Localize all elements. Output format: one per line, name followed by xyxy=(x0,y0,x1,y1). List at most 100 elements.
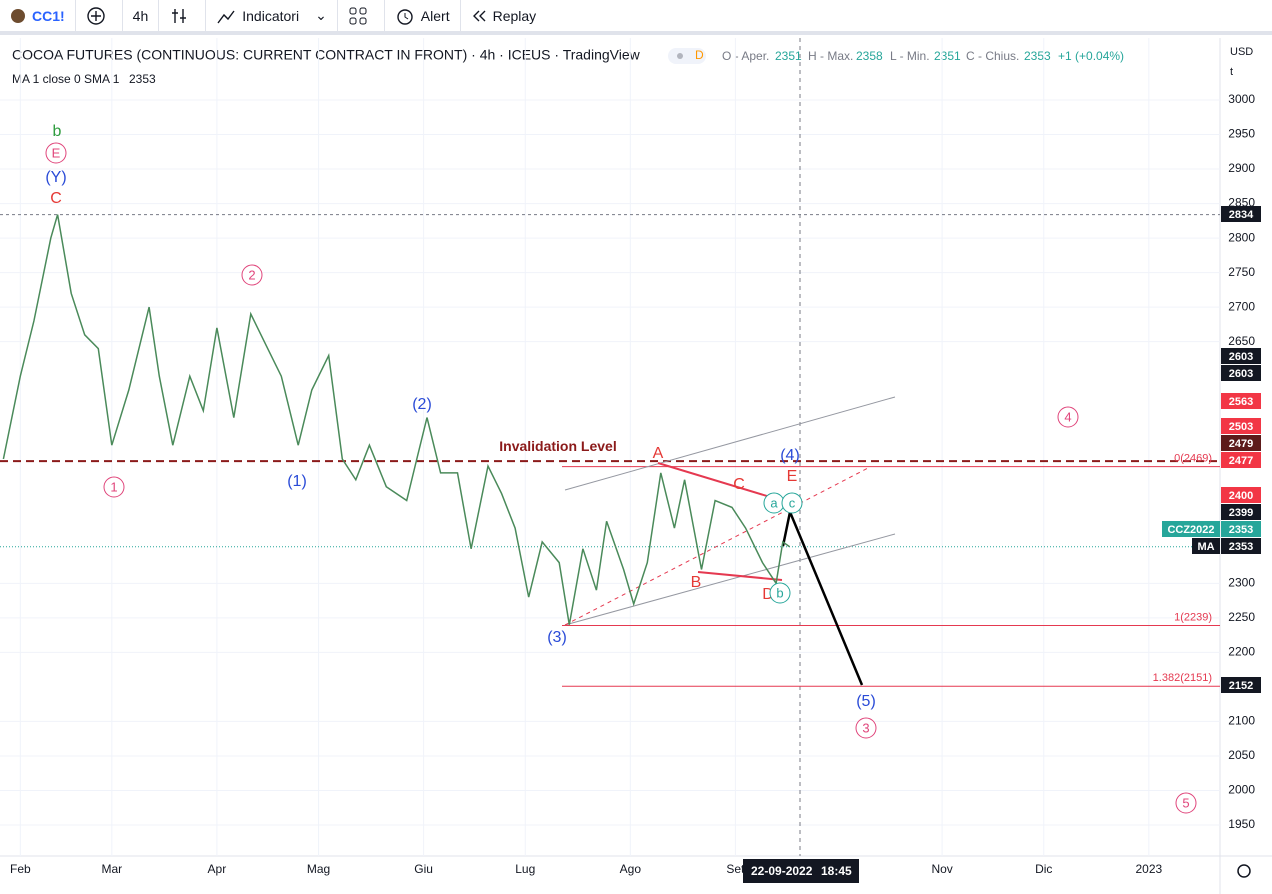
wave-label: 3 xyxy=(862,720,869,735)
settings-icon[interactable] xyxy=(1237,864,1251,878)
ohlc-label: L - Min. xyxy=(890,49,930,63)
x-tick-label: Nov xyxy=(931,862,952,876)
y-tick-label: 3000 xyxy=(1228,92,1255,106)
y-tick-label: 2000 xyxy=(1228,783,1255,797)
fib-label: 0(2469) xyxy=(1174,453,1212,465)
wave-label: (5) xyxy=(856,693,876,710)
x-tick-label: Dic xyxy=(1035,862,1052,876)
price-badge xyxy=(1221,538,1261,554)
wave-circle xyxy=(769,582,791,604)
fib-label: 1(2239) xyxy=(1174,611,1212,623)
price-badge-label: 2503 xyxy=(1229,421,1253,433)
wave-circle xyxy=(781,492,803,514)
price-badge-label: 2477 xyxy=(1229,455,1253,467)
alert-button[interactable]: Alert xyxy=(385,0,461,33)
wave-label: c xyxy=(789,495,796,510)
wave-circle xyxy=(1175,792,1197,814)
y-tick-label: 2800 xyxy=(1228,230,1255,244)
unit: t xyxy=(1230,66,1233,78)
dropdown-arrow: ⌄ xyxy=(315,7,327,23)
ohlc-value: 2351 xyxy=(934,49,961,63)
y-tick-label: 2950 xyxy=(1228,127,1255,141)
wave-label: B xyxy=(691,574,702,591)
x-tick-label: Ago xyxy=(620,862,642,876)
ma-value: 2353 xyxy=(129,72,156,86)
wave-label: (1) xyxy=(287,473,307,490)
y-tick-label: 2750 xyxy=(1228,265,1255,279)
x-tick-label: Lug xyxy=(515,862,535,876)
series-tag xyxy=(1162,521,1220,537)
x-tick-label: Mag xyxy=(307,862,330,876)
wave-circle xyxy=(1057,406,1079,428)
wave-circle xyxy=(855,717,877,739)
y-tick-label: 2300 xyxy=(1228,576,1255,590)
interval-button[interactable]: 4h xyxy=(123,0,160,33)
replay: Replay xyxy=(492,7,537,24)
replay-icon xyxy=(472,10,486,21)
price-badge-label: 2834 xyxy=(1229,209,1254,221)
symbol: CC1! xyxy=(32,7,65,24)
price-badge-label: 2603 xyxy=(1229,351,1253,363)
wave-label: (2) xyxy=(412,396,432,413)
indicator-icon xyxy=(217,10,235,23)
status-dot xyxy=(677,53,683,59)
chart: COCOA FUTURES (CONTINUOUS: CURRENT CONTR… xyxy=(0,38,1272,894)
price-badge xyxy=(1221,206,1261,222)
cursor-time: 18:45 xyxy=(821,864,852,878)
wave-label: (3) xyxy=(547,629,567,646)
wave-label: 5 xyxy=(1182,795,1189,810)
layout-button[interactable] xyxy=(338,0,385,33)
price-badge xyxy=(1221,521,1261,537)
x-tick-label: Apr xyxy=(208,862,227,876)
price-badge-label: 2152 xyxy=(1229,680,1253,692)
fib-label: 1.382(2151) xyxy=(1153,672,1212,684)
x-tick-label: 2023 xyxy=(1135,862,1162,876)
y-tick-label: 2650 xyxy=(1228,334,1255,348)
wave-label: 1 xyxy=(110,479,117,494)
price-badge-label: 2353 xyxy=(1229,524,1253,536)
price-badge-label: 2400 xyxy=(1229,490,1253,502)
channel-line xyxy=(564,466,871,626)
price-badge-label: 2563 xyxy=(1229,396,1253,408)
wave-label: E xyxy=(787,468,798,485)
y-tick-label: 2200 xyxy=(1228,645,1255,659)
interval: 4h xyxy=(132,7,149,24)
price-badge-label: 2479 xyxy=(1229,438,1253,450)
x-tick-label: Feb xyxy=(10,862,31,876)
wave-circle xyxy=(45,142,67,164)
cursor-date: 22-09-2022 xyxy=(751,864,813,878)
wave-label: 4 xyxy=(1064,409,1071,424)
ohlc-label: O - Aper. xyxy=(722,49,769,63)
y-tick-label: 1950 xyxy=(1228,817,1255,831)
symbol-button[interactable]: CC1! xyxy=(0,0,76,33)
replay-button[interactable]: Replay xyxy=(461,0,547,33)
y-tick-label: 2700 xyxy=(1228,299,1255,313)
series-tag-label: MA xyxy=(1197,541,1214,553)
indicators-button[interactable]: Indicatori ⌄ xyxy=(206,0,338,33)
price-badge xyxy=(1221,348,1261,364)
wave-label: b xyxy=(53,123,62,140)
chart-title: COCOA FUTURES (CONTINUOUS: CURRENT CONTR… xyxy=(12,47,641,63)
price-badge xyxy=(1221,393,1261,409)
price-line xyxy=(2,214,791,625)
alert-icon xyxy=(397,8,413,25)
triangle-line xyxy=(697,571,783,581)
price-badge-label: 2603 xyxy=(1229,368,1253,380)
y-tick-label: 2050 xyxy=(1228,748,1255,762)
candle-icon xyxy=(172,8,187,23)
grid-icon xyxy=(349,7,367,24)
wave-label: A xyxy=(653,445,664,462)
chart-type-button[interactable] xyxy=(159,0,207,33)
add-button[interactable] xyxy=(76,0,123,33)
wave-label: 2 xyxy=(248,267,255,282)
projection-line xyxy=(781,507,864,686)
wave-circle xyxy=(103,476,125,498)
price-badge-label: 2353 xyxy=(1229,541,1253,553)
wave-circle xyxy=(241,264,263,286)
symbol-icon xyxy=(11,8,25,23)
price-badge xyxy=(1221,452,1261,468)
wave-label: C xyxy=(50,190,62,207)
ohlc-value: 2358 xyxy=(856,49,883,63)
price-badge xyxy=(1221,487,1261,503)
